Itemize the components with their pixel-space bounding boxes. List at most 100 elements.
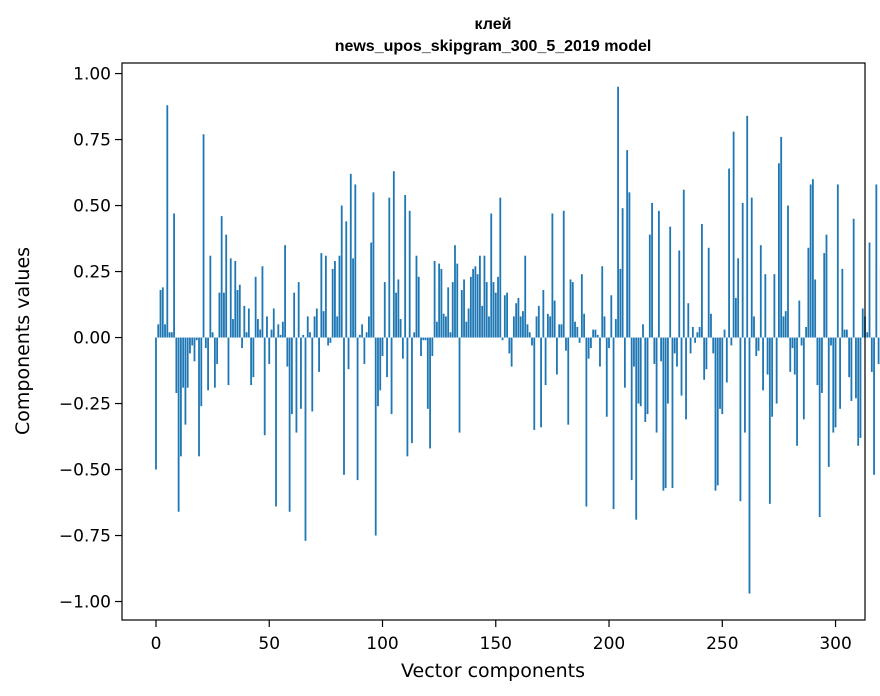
- bar-56: [281, 321, 284, 338]
- bar-40: [245, 332, 248, 338]
- bar-75: [324, 255, 327, 338]
- bar-219: [651, 202, 653, 338]
- bar-62: [295, 337, 298, 433]
- bar-103: [388, 197, 391, 338]
- bar-54: [277, 324, 280, 338]
- bar-238: [694, 337, 697, 343]
- plot-frame: [121, 62, 866, 621]
- bar-104: [390, 337, 393, 415]
- bar-176: [553, 300, 556, 338]
- bar-12: [182, 337, 185, 388]
- bar-50: [268, 337, 271, 364]
- bar-135: [460, 290, 463, 338]
- bar-275: [778, 163, 780, 338]
- bar-259: [741, 202, 744, 338]
- bar-262: [748, 337, 751, 594]
- bar-178: [558, 324, 561, 338]
- bar-287: [805, 326, 808, 338]
- bar-128: [445, 316, 447, 338]
- bar-120: [426, 337, 429, 409]
- bar-245: [710, 313, 712, 338]
- bar-273: [773, 274, 776, 338]
- y-axis-ticks: 1.00 0.75 0.50 0.25 0.00 −0.25 −0.50 −0.75 −1.00: [59, 65, 122, 613]
- bar-235: [687, 303, 690, 338]
- bar-305: [845, 329, 848, 338]
- bar-193: [592, 329, 595, 338]
- bar-36: [236, 290, 239, 338]
- bar-171: [542, 290, 545, 338]
- bar-161: [519, 316, 522, 338]
- bar-168: [535, 316, 538, 338]
- bar-230: [676, 337, 678, 367]
- y-tick-label: −0.75: [59, 527, 111, 547]
- bar-3: [161, 287, 164, 338]
- bar-226: [667, 337, 669, 404]
- bar-170: [540, 337, 542, 428]
- bar-316: [870, 337, 873, 372]
- bar-196: [599, 337, 601, 367]
- bar-78: [331, 268, 334, 338]
- bar-63: [297, 282, 300, 338]
- bar-167: [533, 337, 536, 430]
- bar-241: [701, 224, 703, 338]
- bar-134: [458, 337, 461, 433]
- bar-279: [787, 205, 789, 338]
- bar-2: [159, 290, 162, 338]
- bar-102: [386, 337, 388, 378]
- bar-27: [216, 337, 219, 364]
- bar-43: [252, 337, 255, 378]
- bar-51: [270, 329, 273, 338]
- bar-224: [662, 337, 665, 491]
- bar-191: [587, 337, 590, 359]
- bar-173: [546, 313, 549, 338]
- bar-132: [454, 245, 456, 338]
- bar-284: [798, 300, 801, 338]
- bar-283: [796, 337, 798, 446]
- bar-130: [449, 332, 452, 338]
- bar-74: [322, 311, 325, 338]
- bar-47: [261, 266, 264, 338]
- bar-184: [571, 282, 574, 338]
- bar-28: [218, 292, 221, 338]
- bar-145: [483, 255, 486, 338]
- bar-52: [272, 308, 275, 338]
- bar-67: [306, 316, 309, 338]
- bar-310: [857, 337, 860, 446]
- bar-201: [610, 295, 613, 338]
- bar-198: [603, 316, 606, 338]
- bar-269: [764, 274, 767, 338]
- bar-91: [361, 324, 364, 338]
- bar-280: [789, 337, 792, 372]
- bar-13: [184, 337, 187, 425]
- bar-101: [383, 282, 386, 338]
- bar-71: [315, 308, 318, 338]
- bar-8: [173, 213, 175, 338]
- bar-304: [843, 329, 846, 338]
- bar-94: [368, 316, 370, 338]
- bar-210: [630, 337, 633, 481]
- bar-302: [839, 337, 841, 409]
- bar-113: [411, 337, 413, 444]
- bar-296: [825, 234, 828, 338]
- bar-83: [343, 337, 345, 475]
- bar-236: [689, 337, 692, 354]
- bar-263: [750, 197, 753, 338]
- bar-76: [327, 337, 330, 346]
- bar-131: [451, 282, 454, 338]
- bar-266: [757, 337, 760, 351]
- bar-11: [179, 337, 182, 457]
- bar-121: [429, 337, 431, 449]
- bar-151: [497, 276, 499, 338]
- bar-242: [703, 337, 706, 380]
- bar-250: [721, 337, 724, 415]
- bar-190: [585, 337, 588, 507]
- bar-48: [263, 337, 266, 436]
- x-tick-label: 0: [151, 634, 162, 654]
- bar-243: [705, 337, 708, 370]
- bar-252: [725, 337, 728, 383]
- x-tick-label: 250: [706, 634, 738, 654]
- bar-247: [714, 337, 717, 491]
- bar-14: [186, 337, 189, 388]
- bar-125: [438, 263, 441, 338]
- bar-297: [827, 337, 830, 467]
